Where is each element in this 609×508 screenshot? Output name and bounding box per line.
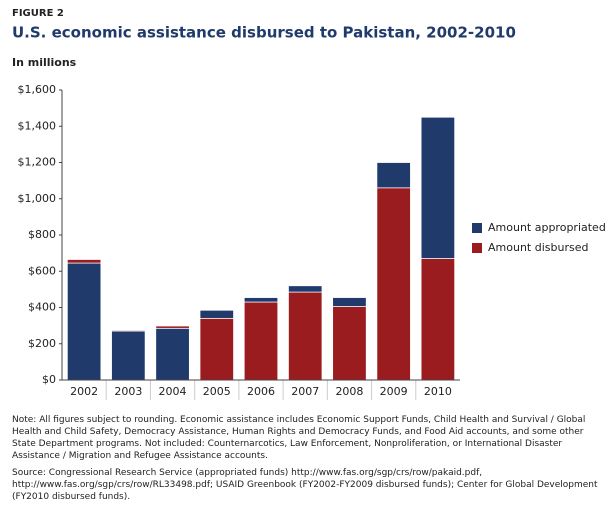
legend-label: Amount appropriated [488,221,606,234]
bar [199,317,234,381]
y-tick-label: $1,600 [18,83,57,96]
y-tick-label: $1,000 [18,192,57,205]
legend-swatch [472,223,482,233]
y-tick-label: $0 [42,373,56,386]
bar [66,262,102,381]
bar [376,187,411,381]
chart-title: U.S. economic assistance disbursed to Pa… [12,24,516,42]
x-tick-label: 2003 [114,385,142,398]
bar [288,291,323,381]
x-tick-label: 2005 [203,385,231,398]
note: Note: All figures subject to rounding. E… [12,415,586,461]
y-axis-label: In millions [12,56,77,69]
chart: FIGURE 2 U.S. economic assistance disbur… [12,8,606,400]
bar [243,301,279,381]
x-tick-label: 2010 [424,385,452,398]
x-tick-label: 2007 [291,385,319,398]
bar [155,327,190,381]
y-tick-label: $200 [28,337,56,350]
x-tick-label: 2009 [380,385,408,398]
x-tick-label: 2002 [70,385,98,398]
y-tick-label: $800 [28,228,56,241]
y-tick-label: $1,200 [18,156,57,169]
source: Source: Congressional Research Service (… [12,468,598,502]
x-tick-label: 2004 [159,385,187,398]
bar [332,306,367,381]
figure-label: FIGURE 2 [12,8,64,19]
x-tick-label: 2008 [335,385,363,398]
bar [111,330,146,381]
bar [420,258,456,381]
legend-label: Amount disbursed [488,241,588,254]
y-tick-label: $600 [28,264,56,277]
legend-swatch [472,243,482,253]
y-tick-label: $400 [28,301,56,314]
x-tick-label: 2006 [247,385,275,398]
y-tick-label: $1,400 [18,119,57,132]
